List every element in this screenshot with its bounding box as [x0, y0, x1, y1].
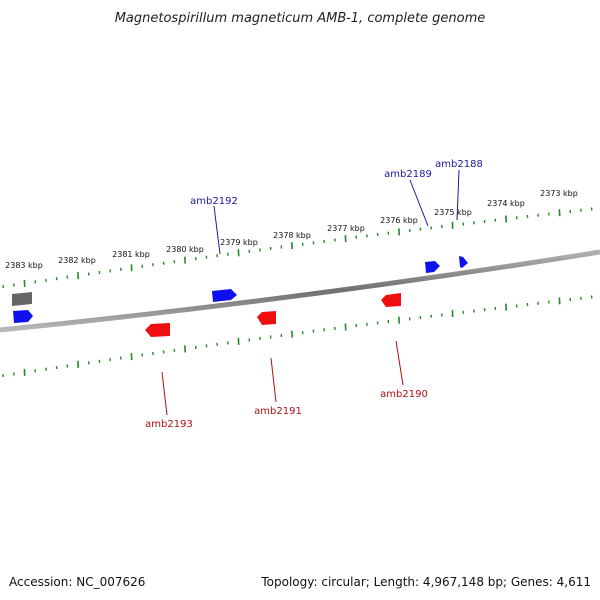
leader-amb2192 [213, 205, 221, 255]
scale-label-2381: 2381 kbp [112, 250, 150, 259]
gene-amb2190[interactable] [381, 293, 401, 307]
leader-amb2189 [409, 179, 429, 227]
forward-strand-genes [13, 256, 468, 323]
scale-label-2379: 2379 kbp [220, 238, 258, 247]
gene-amb2189[interactable] [425, 261, 440, 273]
scale-label-2373: 2373 kbp [540, 189, 578, 198]
scale-label-2375: 2375 kbp [434, 208, 472, 217]
leader-amb2193 [161, 371, 168, 416]
reverse-strand-genes [145, 293, 401, 337]
scale-labels: 2383 kbp 2382 kbp 2381 kbp 2380 kbp 2379… [5, 189, 578, 270]
map-title: Magnetospirillum magneticum AMB-1, compl… [115, 11, 486, 26]
label-amb2188[interactable]: amb2188 [435, 159, 483, 170]
lower-scale-ticks [2, 295, 593, 378]
gene-gray[interactable] [12, 292, 32, 306]
gene-amb2192[interactable] [212, 289, 237, 302]
scale-label-2380: 2380 kbp [166, 245, 204, 254]
label-amb2189[interactable]: amb2189 [384, 169, 432, 180]
label-leader-lines [161, 169, 460, 416]
label-amb2193[interactable]: amb2193 [145, 419, 193, 430]
gene-labels: amb2192 amb2189 amb2188 amb2193 amb2191 … [145, 159, 483, 430]
scale-label-2382: 2382 kbp [58, 256, 96, 265]
scale-label-2374: 2374 kbp [487, 199, 525, 208]
leader-amb2191 [270, 357, 277, 403]
gene-amb2188[interactable] [459, 256, 468, 268]
label-amb2191[interactable]: amb2191 [254, 406, 302, 417]
gene-amb2193[interactable] [145, 323, 170, 337]
scale-label-2377: 2377 kbp [327, 224, 365, 233]
genome-summary-text: Topology: circular; Length: 4,967,148 bp… [260, 575, 591, 589]
leader-amb2188 [456, 169, 460, 221]
upper-scale-ticks [2, 207, 593, 289]
label-amb2190[interactable]: amb2190 [380, 389, 428, 400]
scale-label-2376: 2376 kbp [380, 216, 418, 225]
scale-label-2383: 2383 kbp [5, 261, 43, 270]
gene-amb2194[interactable] [13, 310, 33, 323]
genome-backbone [0, 249, 600, 333]
label-amb2192[interactable]: amb2192 [190, 196, 238, 207]
scale-label-2378: 2378 kbp [273, 231, 311, 240]
accession-text: Accession: NC_007626 [9, 575, 145, 589]
leader-amb2190 [395, 340, 404, 386]
gene-amb2191[interactable] [257, 311, 276, 325]
